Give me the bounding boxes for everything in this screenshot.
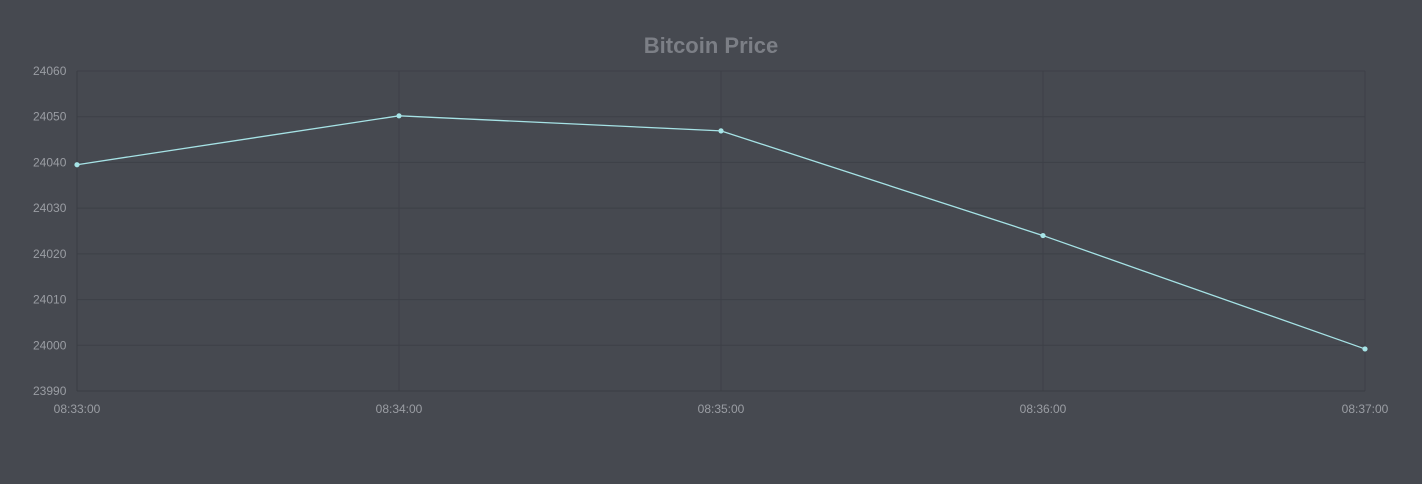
x-tick-label: 08:34:00 (376, 402, 423, 416)
y-tick-label: 23990 (33, 384, 67, 398)
y-axis-tick-labels: 24060 24050 24040 24030 24020 24010 24000 23990 (33, 64, 67, 398)
data-point[interactable] (718, 128, 724, 134)
chart-title: Bitcoin Price (644, 33, 778, 58)
data-point[interactable] (1040, 232, 1046, 239)
grid-lines (76, 70, 1366, 392)
data-points (74, 113, 1368, 352)
y-tick-label: 24060 (33, 64, 67, 78)
y-tick-label: 24010 (33, 293, 67, 307)
y-tick-label: 24050 (33, 110, 67, 124)
x-axis-tick-labels: 08:33:00 08:34:00 08:35:00 08:36:00 08:37:00 (54, 402, 1389, 416)
data-point[interactable] (74, 162, 80, 168)
axes (76, 71, 1365, 392)
data-point[interactable] (1362, 346, 1368, 352)
x-tick-label: 08:37:00 (1342, 402, 1389, 416)
x-tick-label: 08:35:00 (698, 402, 745, 416)
data-point[interactable] (396, 113, 402, 119)
y-tick-label: 24000 (33, 338, 67, 352)
y-tick-label: 24020 (33, 247, 67, 261)
y-tick-label: 24030 (33, 201, 67, 215)
x-tick-label: 08:36:00 (1020, 402, 1067, 416)
x-tick-label: 08:33:00 (54, 402, 101, 416)
y-tick-label: 24040 (33, 155, 67, 169)
